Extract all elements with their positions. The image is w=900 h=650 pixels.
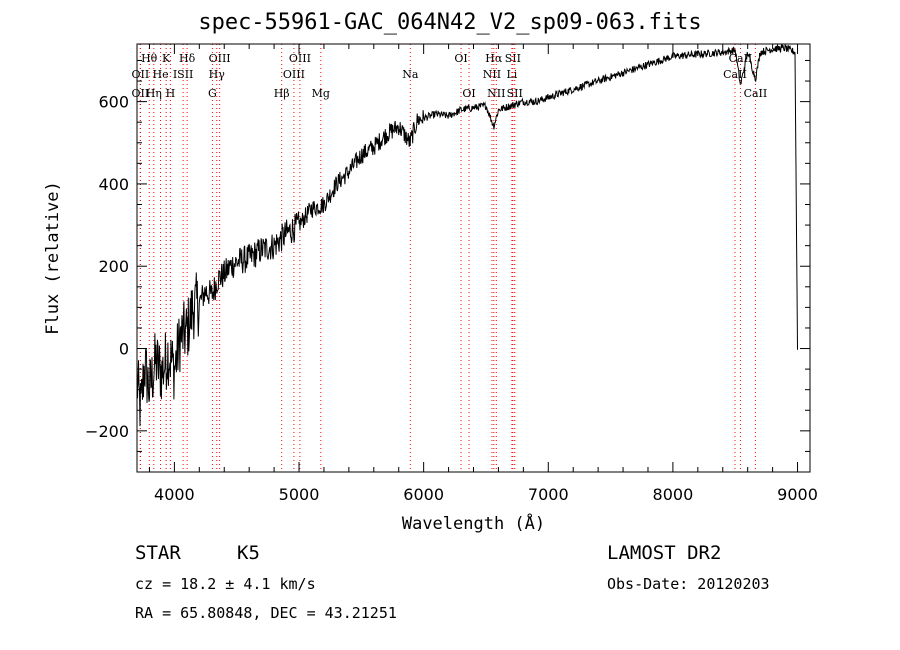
x-tick-label: 4000 (154, 485, 195, 504)
spectral-line-label: G (208, 87, 217, 100)
spectral-line-label: CaII (729, 52, 753, 65)
spectral-line-label: OIII (283, 68, 305, 81)
y-tick-label: 400 (98, 175, 129, 194)
spectral-line-label: ISII (173, 68, 194, 81)
spectral-line-label: Hθ (141, 52, 158, 65)
spectral-line-label: Na (402, 68, 419, 81)
x-tick-label: 7000 (528, 485, 569, 504)
y-axis-label: Flux (relative) (43, 181, 63, 335)
spectral-line-label: SII (505, 52, 521, 65)
spectral-line-label: He (153, 68, 169, 81)
spectral-line-label: SII (507, 87, 523, 100)
x-tick-label: 8000 (653, 485, 694, 504)
spectral-line-label: Hη (146, 87, 162, 100)
y-tick-label: −200 (85, 422, 129, 441)
spectral-line-label: NII (483, 68, 501, 81)
object-class: STAR (135, 542, 181, 564)
spectral-line-label: OIII (209, 52, 231, 65)
spectral-line-label: OI (454, 52, 467, 65)
obs-date: Obs-Date: 20120203 (607, 575, 770, 593)
spectral-line-label: OI (462, 87, 475, 100)
spectral-line-label: Li (506, 68, 517, 81)
y-tick-label: 200 (98, 257, 129, 276)
ra-dec: RA = 65.80848, DEC = 43.21251 (135, 604, 397, 622)
x-tick-label: 9000 (777, 485, 818, 504)
survey-label: LAMOST DR2 (607, 542, 722, 564)
spectral-line-label: OIII (289, 52, 311, 65)
spectral-line-label: OII (132, 87, 150, 100)
spectral-line-label: NII (487, 87, 505, 100)
spectral-line-label: Mg (312, 87, 330, 100)
y-tick-label: 600 (98, 93, 129, 112)
spectral-line-label: K (162, 52, 171, 65)
spectral-line-label: OII (132, 68, 150, 81)
spectral-line-label: CaII (744, 87, 768, 100)
spectral-line-label: CaII (723, 68, 747, 81)
x-axis-label: Wavelength (Å) (402, 512, 545, 534)
spectrum-line (136, 43, 798, 427)
y-tick-label: 0 (119, 340, 129, 359)
x-tick-label: 6000 (403, 485, 444, 504)
spectral-line-label: H (166, 87, 176, 100)
x-tick-label: 5000 (279, 485, 320, 504)
redshift-cz: cz = 18.2 ± 4.1 km/s (135, 575, 316, 593)
spectral-line-label: Hα (485, 52, 503, 65)
spectral-line-label: Hδ (179, 52, 196, 65)
chart-title: spec-55961-GAC_064N42_V2_sp09-063.fits (198, 10, 702, 35)
object-subclass: K5 (237, 542, 260, 564)
spectral-line-label: Hβ (274, 87, 290, 100)
spectral-line-label: Hγ (209, 68, 226, 81)
